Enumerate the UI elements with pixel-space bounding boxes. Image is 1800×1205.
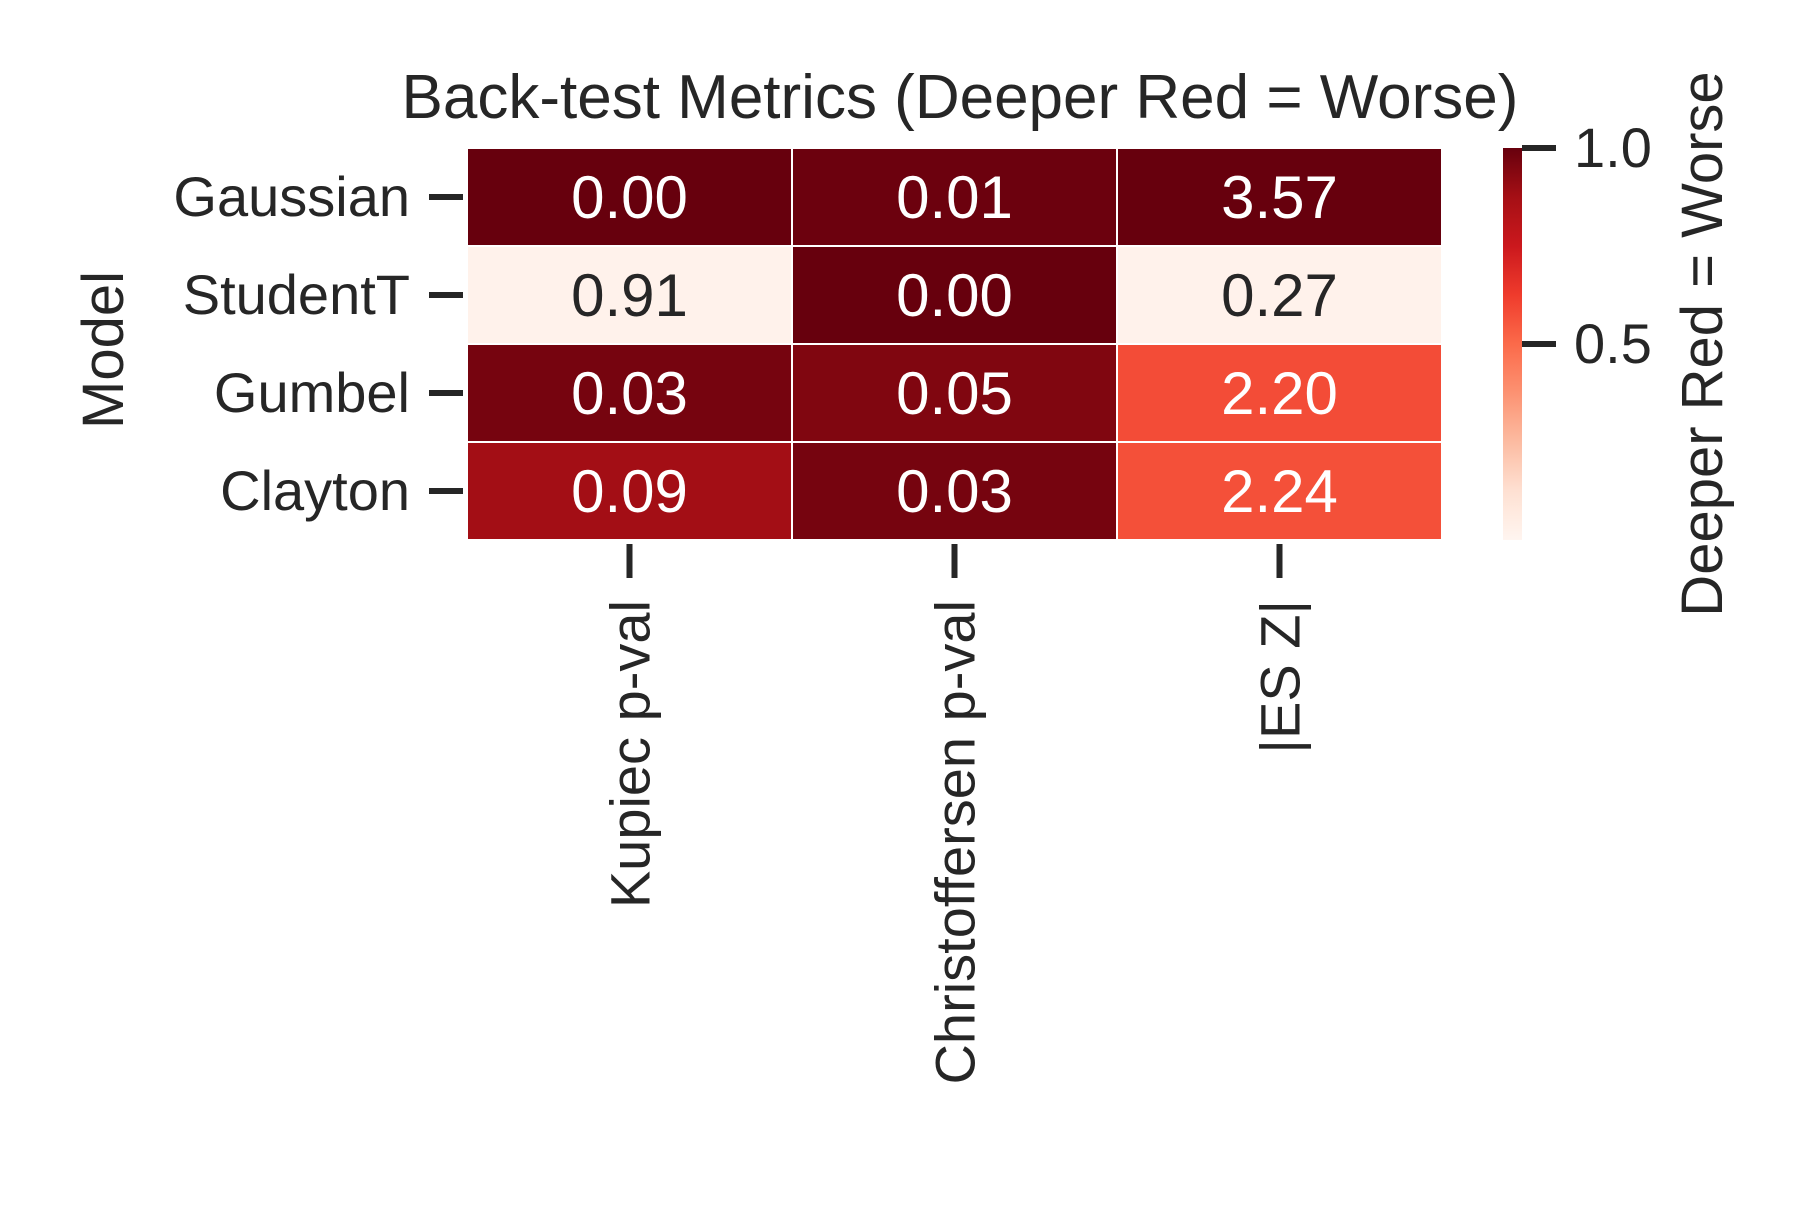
heatmap-cell [791,147,1118,247]
cell-value-label: 0.03 [896,458,1013,525]
heatmap-cells: 0.00 0.01 3.57 0.91 0.00 0.27 0.03 0.05 2.20 0.09… [466,147,1443,541]
chart-title: Back-test Metrics (Deeper Red = Worse) [402,63,1519,132]
row-tick-label: Gaussian [173,165,410,228]
column-tick-labels: Kupiec p-val Christoffersen p-val |ES Z| [599,544,1312,1085]
cell-value-label: 0.00 [571,164,688,231]
heatmap-cell [1116,147,1443,247]
row-tick-label: Gumbel [214,361,410,424]
column-tick-label: Kupiec p-val [599,600,662,908]
colorbar: 0.5 1.0 Deeper Red = Worse [1503,71,1735,617]
column-tick-label: |ES Z| [1249,600,1312,754]
colorbar-gradient [1503,148,1522,540]
cell-value-label: 3.57 [1221,164,1338,231]
heatmap-cell [466,441,793,541]
colorbar-tick-label: 1.0 [1574,116,1652,179]
colorbar-tick-label: 0.5 [1574,312,1652,375]
row-tick-label: StudentT [183,263,410,326]
heatmap-cell [1116,441,1443,541]
cell-value-label: 0.01 [896,164,1013,231]
row-tick-labels: Gaussian StudentT Gumbel Clayton [173,165,463,522]
heatmap-cell [791,245,1118,345]
cell-value-label: 0.03 [571,360,688,427]
cell-value-label: 2.20 [1221,360,1338,427]
cell-value-label: 0.05 [896,360,1013,427]
heatmap-cell [791,343,1118,443]
heatmap-cell [1116,245,1443,345]
cell-value-label: 0.91 [571,262,688,329]
cell-value-label: 2.24 [1221,458,1338,525]
cell-value-label: 0.00 [896,262,1013,329]
heatmap-cell [466,245,793,345]
column-tick-label: Christoffersen p-val [924,600,987,1085]
cell-value-label: 0.09 [571,458,688,525]
heatmap-cell [466,147,793,247]
row-tick-label: Clayton [220,459,410,522]
y-axis-label: Model [71,271,136,429]
colorbar-label: Deeper Red = Worse [1670,71,1735,616]
cell-value-label: 0.27 [1221,262,1338,329]
